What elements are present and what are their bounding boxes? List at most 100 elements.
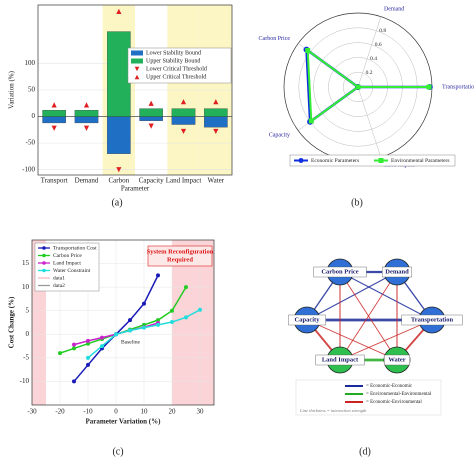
legend-marker: [42, 253, 46, 258]
y-tick-label: -5: [23, 353, 29, 361]
panel-label: (c): [112, 446, 123, 457]
y-axis-label: Variation (%): [8, 70, 16, 109]
panel-label: (a): [111, 197, 122, 208]
legend-label: Land Impact: [53, 260, 81, 266]
series-marker: [184, 315, 188, 320]
edge: [339, 319, 433, 361]
y-tick-label: 100: [25, 59, 36, 67]
series-marker: [100, 344, 104, 349]
series-marker: [184, 285, 188, 290]
legend-marker: [134, 66, 140, 72]
legend-box: [289, 154, 456, 167]
bar: [107, 31, 131, 117]
node-label: Capacity: [295, 316, 321, 323]
r-tick-label: 0.6: [375, 42, 382, 48]
axis-label: Transportation: [442, 84, 474, 90]
legend-marker: [42, 246, 46, 250]
y-tick-label: 15: [22, 259, 30, 267]
x-tick-label: 10: [141, 408, 149, 416]
y-tick-label: -50: [26, 139, 36, 147]
x-tick-label: Carbon: [109, 177, 130, 185]
x-tick-label: Water: [208, 177, 225, 185]
x-tick-label: 30: [197, 408, 205, 416]
edge: [339, 271, 398, 361]
plot-frame: [31, 239, 215, 406]
legend-marker: [134, 74, 140, 80]
threshold-marker: [148, 100, 154, 106]
legend-label: data2: [53, 283, 65, 289]
legend-label: Economic Parameters: [311, 158, 359, 164]
r-tick-label: 0.4: [370, 56, 377, 62]
series-marker: [128, 318, 132, 323]
panel-label: (b): [351, 197, 363, 208]
series-marker: [72, 346, 76, 351]
series-marker: [142, 325, 146, 330]
node-label: Demand: [385, 268, 409, 275]
x-tick-label: -30: [27, 408, 37, 416]
series-marker: [170, 308, 174, 313]
legend-label: = Economic-Environmental: [366, 400, 422, 405]
node-label: Transportation: [411, 316, 454, 323]
x-tick-label: Demand: [75, 177, 99, 185]
y-tick-label: -100: [22, 165, 35, 173]
legend-box: [127, 47, 232, 84]
bar: [139, 108, 163, 117]
axis-label: Capacity: [269, 133, 290, 139]
threshold-marker: [180, 128, 187, 135]
axis-label: Demand: [384, 6, 404, 12]
series-marker: [100, 335, 104, 340]
bar: [74, 116, 99, 124]
series-marker: [86, 355, 90, 360]
series-marker: [156, 322, 160, 327]
panel-label: (d): [359, 446, 371, 457]
legend-label: Lower Critical Threshold: [146, 66, 207, 72]
annotation-box: [147, 245, 213, 267]
x-tick-label: Transport: [41, 177, 68, 185]
legend-swatch: [131, 50, 143, 56]
radar-marker: [355, 84, 361, 90]
node-label-box: [313, 266, 367, 278]
legend-label: Lower Stability Bound: [146, 50, 201, 56]
legend-marker: [298, 158, 304, 163]
series-marker: [86, 341, 90, 346]
legend-label: data1: [53, 275, 65, 281]
node-label-box: [384, 354, 410, 366]
r-tick-label: 0.8: [379, 28, 386, 34]
edge: [339, 271, 433, 321]
x-tick-label: Capacity: [139, 177, 164, 185]
x-tick-label: -20: [55, 408, 65, 416]
x-tick-label: 0: [114, 408, 118, 416]
series-marker: [72, 379, 76, 384]
legend-label: = Environmental-Environmental: [366, 392, 432, 397]
shaded-region: [172, 240, 214, 405]
series-marker: [142, 301, 146, 306]
legend-label: Upper Critical Threshold: [146, 74, 206, 80]
series-marker: [86, 338, 90, 343]
node-label-box: [315, 354, 365, 366]
y-tick-label: 0: [32, 112, 36, 120]
legend-label: Environmental Parameters: [391, 158, 450, 164]
annotation: System Reconfiguration: [147, 248, 214, 255]
radar-marker: [426, 84, 432, 90]
legend-marker: [42, 268, 46, 273]
axis-label: Carbon Price: [259, 36, 291, 42]
x-tick-label: 20: [169, 408, 177, 416]
y-tick-label: 10: [22, 283, 30, 291]
series-marker: [114, 332, 118, 337]
node-label: Water: [388, 356, 405, 363]
x-axis-label: Parameter: [121, 185, 150, 193]
y-tick-label: 0: [26, 330, 30, 338]
y-axis-label: Cost Change (%): [8, 296, 16, 348]
y-tick-label: -10: [20, 377, 30, 385]
threshold-marker: [83, 102, 90, 108]
threshold-marker: [148, 123, 154, 129]
threshold-marker: [51, 125, 57, 131]
series-marker: [170, 320, 174, 325]
legend-box: [295, 379, 442, 416]
bar: [171, 108, 196, 117]
bar: [139, 116, 163, 121]
note: Line thickness = interaction strength: [299, 408, 367, 413]
legend-marker: [378, 158, 384, 163]
legend-label: Water Constraint: [53, 268, 91, 274]
